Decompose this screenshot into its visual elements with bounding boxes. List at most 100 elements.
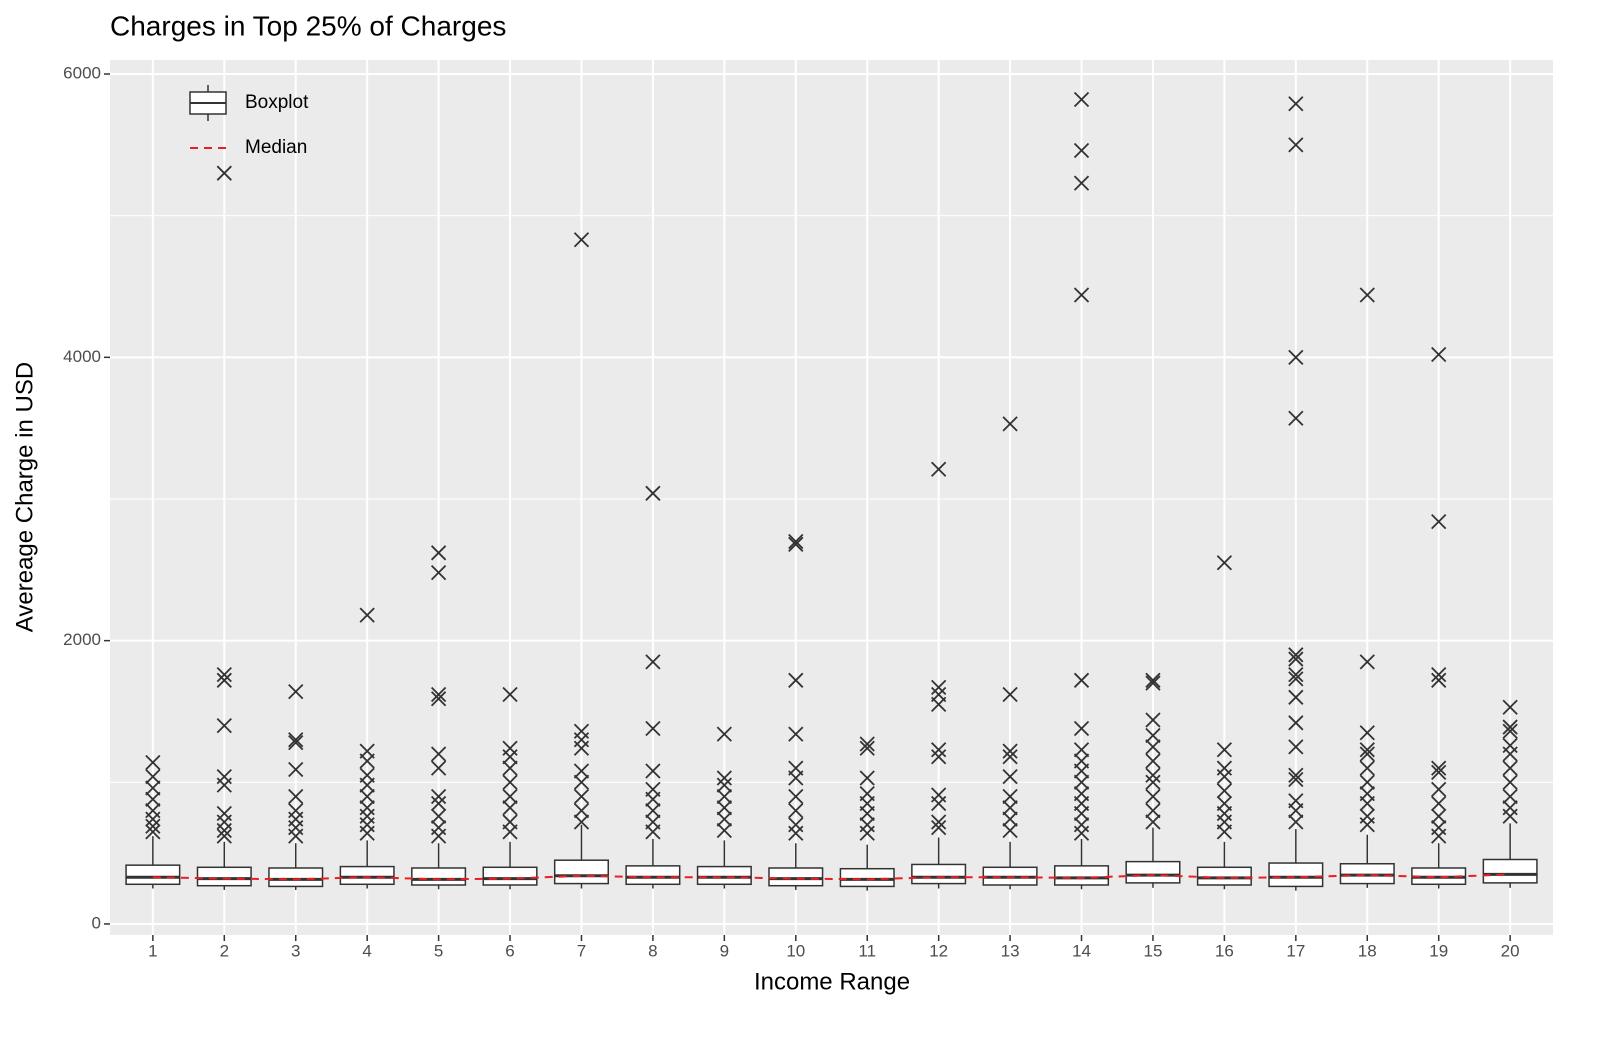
outlier	[1288, 671, 1304, 687]
outlier	[931, 679, 947, 696]
outlier	[359, 788, 375, 805]
outlier	[359, 825, 375, 841]
x-tick-label: 15	[1143, 941, 1162, 960]
outlier	[1288, 349, 1304, 365]
outlier	[1359, 742, 1375, 758]
outlier	[359, 777, 375, 793]
legend-label: Median	[245, 137, 307, 158]
outlier	[645, 763, 661, 779]
box	[196, 866, 252, 887]
x-tick-label: 5	[434, 941, 443, 960]
outlier	[788, 672, 804, 688]
outlier	[573, 740, 590, 756]
outlier	[430, 686, 447, 703]
outlier	[1288, 647, 1304, 663]
y-tick-label: 0	[92, 913, 101, 932]
outlier	[1431, 760, 1447, 776]
outlier	[145, 791, 161, 807]
outlier	[1359, 654, 1375, 670]
outlier	[1002, 768, 1018, 785]
outlier	[1288, 96, 1304, 112]
x-tick-label: 2	[220, 941, 229, 960]
outlier	[502, 788, 518, 805]
outlier	[1288, 137, 1304, 153]
outlier	[1216, 824, 1233, 840]
outlier	[1288, 767, 1304, 783]
outlier	[1073, 742, 1090, 758]
outlier	[1145, 672, 1161, 688]
outlier	[1073, 720, 1090, 737]
outlier	[145, 768, 161, 785]
outlier	[145, 824, 161, 840]
outlier	[1359, 795, 1375, 812]
outlier	[788, 536, 804, 552]
outlier	[1145, 727, 1161, 744]
outlier	[931, 742, 947, 758]
outlier	[931, 795, 947, 812]
outlier	[216, 777, 232, 793]
x-tick-label: 19	[1429, 941, 1448, 960]
outlier	[216, 667, 232, 683]
outlier	[430, 760, 447, 776]
outlier	[1288, 667, 1304, 683]
outlier	[645, 824, 661, 840]
outlier	[1216, 555, 1233, 571]
outlier	[1288, 689, 1304, 705]
outlier	[788, 533, 804, 550]
outlier	[788, 788, 804, 805]
outlier	[1073, 142, 1090, 159]
x-tick-label: 16	[1215, 941, 1234, 960]
outlier	[502, 774, 518, 790]
box	[1268, 862, 1324, 888]
outlier	[931, 461, 947, 477]
outlier	[1002, 788, 1018, 805]
outlier	[1502, 788, 1518, 805]
box	[911, 863, 967, 885]
outlier	[1145, 675, 1161, 691]
outlier	[1073, 825, 1090, 841]
outlier	[1002, 749, 1018, 765]
outlier	[573, 763, 590, 779]
outlier	[1073, 672, 1090, 688]
outlier	[430, 795, 447, 812]
outlier	[716, 822, 732, 839]
x-tick-label: 10	[786, 941, 805, 960]
outlier	[502, 749, 518, 765]
outlier	[430, 691, 447, 707]
outlier	[645, 802, 661, 819]
box	[768, 867, 824, 887]
y-tick-label: 4000	[63, 347, 101, 366]
outlier	[502, 824, 518, 840]
outlier	[430, 808, 447, 824]
outlier	[145, 818, 161, 834]
box	[625, 865, 681, 886]
box	[696, 865, 752, 886]
x-tick-label: 7	[577, 941, 586, 960]
outlier	[573, 802, 590, 819]
box	[1125, 860, 1181, 884]
outlier	[288, 732, 304, 748]
outlier	[1002, 743, 1018, 759]
x-tick-label: 17	[1286, 941, 1305, 960]
plot-background	[110, 60, 1553, 935]
outlier	[1502, 760, 1518, 776]
outlier	[1431, 764, 1447, 781]
outlier	[1073, 91, 1090, 108]
x-tick-label: 20	[1501, 941, 1520, 960]
outlier	[1359, 774, 1375, 790]
outlier	[1216, 783, 1233, 799]
x-axis-label: Income Range	[754, 968, 910, 995]
outlier	[645, 720, 661, 737]
outlier	[430, 746, 447, 762]
outlier	[216, 672, 232, 688]
outlier	[931, 814, 947, 830]
outlier	[430, 828, 447, 844]
outlier	[788, 770, 804, 786]
outlier	[645, 791, 661, 807]
outlier	[430, 788, 447, 805]
outlier	[716, 726, 732, 742]
legend-label: Boxplot	[245, 92, 309, 113]
y-tick-label: 6000	[63, 64, 101, 83]
outlier	[1288, 410, 1304, 426]
